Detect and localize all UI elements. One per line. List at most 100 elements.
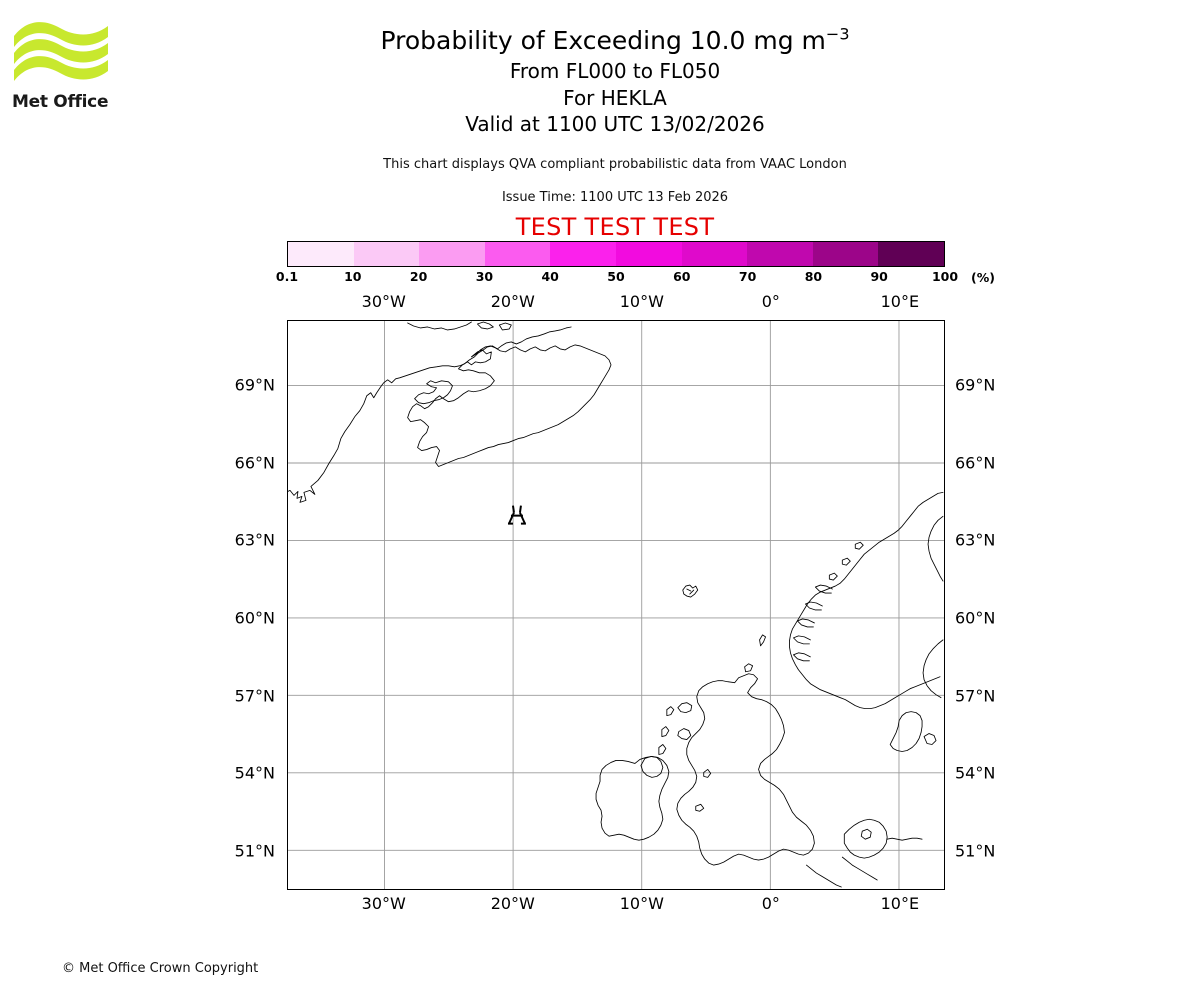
coastline-hebrides-c (658, 744, 667, 755)
colorbar-band-40-50 (550, 242, 616, 266)
map-canvas (288, 321, 944, 889)
coastline-scotland-west (677, 702, 693, 714)
coastline-north-france (805, 864, 842, 888)
coastline-layer (288, 321, 944, 888)
copyright-text: © Met Office Crown Copyright (62, 961, 259, 976)
met-office-wave-mark (14, 22, 108, 81)
coastline-iceland (407, 344, 612, 467)
coastline-belgium-coast (841, 856, 878, 881)
coastline-norway-fjord-b (804, 601, 823, 611)
lat-tick-right-63°N: 63°N (955, 530, 996, 550)
lat-tick-right-69°N: 69°N (955, 375, 996, 395)
coastline-norway-island-c (854, 541, 864, 550)
lat-tick-right-51°N: 51°N (955, 841, 996, 861)
coastline-north-sea-germany (886, 837, 923, 841)
lon-tick-top-10°W: 10°W (619, 292, 664, 311)
coastline-isle-of-man (703, 768, 712, 778)
lat-tick-right-57°N: 57°N (955, 686, 996, 706)
coastline-norway-fjord-a (814, 584, 833, 594)
colorbar-band-80-90 (812, 242, 879, 266)
colorbar-tick-80: 80 (804, 269, 823, 284)
issue-time: Issue Time: 1100 UTC 13 Feb 2026 (501, 190, 729, 205)
lon-tick-bottom-10°E: 10°E (880, 894, 920, 913)
coastline-great-britain (676, 673, 815, 866)
colorbar-band-20-30 (419, 242, 485, 266)
title-main-text: Probability of Exceeding 10.0 mg m (380, 26, 826, 55)
coastline-norway-fjord-d (793, 635, 811, 645)
colorbar-tick-70: 70 (738, 269, 757, 284)
coastline-iceland-nw-fjords (414, 380, 453, 405)
colorbar-band-60-70 (681, 242, 748, 266)
coastline-ireland (595, 756, 670, 841)
title-flight-levels: From FL000 to FL050 (509, 59, 721, 83)
coastline-greenland (288, 326, 572, 503)
title-valid-time: Valid at 1100 UTC 13/02/2026 (465, 112, 765, 136)
coastline-norway-fjord-c (797, 618, 815, 628)
coastline-netherlands-inland-sea (860, 828, 872, 840)
page-title: Probability of Exceeding 10.0 mg m−3 (285, 24, 945, 58)
lat-tick-left-54°N: 54°N (234, 763, 275, 783)
coastline-norway-fjord-e (793, 652, 811, 662)
lon-tick-bottom-30°W: 30°W (361, 894, 406, 913)
lat-tick-right-54°N: 54°N (955, 763, 996, 783)
colorbar-tick-60: 60 (673, 269, 691, 284)
colorbar-gradient (287, 241, 945, 267)
coastline-faroe-islands (682, 584, 699, 598)
lon-tick-bottom-20°W: 20°W (490, 894, 535, 913)
coastline-skye (677, 728, 692, 740)
colorbar-tick-100: 100 (931, 269, 959, 284)
coastline-hebrides-b (661, 726, 670, 737)
coastline-norway (789, 491, 944, 710)
colorbar-tick-90: 90 (870, 269, 888, 284)
colorbar-band-10-20 (353, 242, 420, 266)
met-office-wordmark: Met Office (12, 92, 109, 112)
colorbar-tick-labels: 0.1 10 20 30 40 50 60 70 80 90 100 (276, 269, 958, 287)
met-office-logo: Met Office (12, 16, 112, 112)
lat-tick-right-60°N: 60°N (955, 608, 996, 628)
coastline-hebrides-a (666, 706, 675, 717)
coastline-anglesey (695, 803, 705, 812)
colorbar-tick-20: 20 (409, 269, 428, 284)
map-plot-area[interactable] (287, 320, 945, 890)
lat-tick-left-51°N: 51°N (234, 841, 275, 861)
lon-tick-top-20°W: 20°W (490, 292, 535, 311)
lat-tick-right-66°N: 66°N (955, 453, 996, 472)
lon-tick-top-30°W: 30°W (361, 292, 406, 311)
coastline-denmark-islands (923, 733, 937, 745)
volcano-marker-hekla (507, 505, 526, 525)
test-banner: TEST TEST TEST (515, 213, 715, 241)
lon-tick-top-0°: 0° (761, 292, 780, 311)
colorbar-tick-0.1: 0.1 (275, 269, 299, 284)
coastline-sweden-south (922, 639, 944, 699)
map-gridlines (288, 321, 944, 889)
coastline-sweden (927, 515, 944, 582)
coastline-denmark (889, 711, 923, 752)
lat-tick-left-69°N: 69°N (234, 375, 275, 395)
chart-title-block: Probability of Exceeding 10.0 mg m−3 Fro… (285, 24, 945, 138)
lon-tick-bottom-0°: 0° (761, 894, 780, 913)
volcano-marker-layer (507, 505, 526, 525)
colorbar-tick-40: 40 (541, 269, 559, 284)
coastline-norway-island-a (828, 572, 838, 581)
title-volcano: For HEKLA (563, 85, 667, 110)
coastline-netherlands (843, 818, 888, 859)
colorbar-band-70-80 (747, 242, 813, 266)
coastline-shetland (759, 634, 766, 647)
coastline-greenland-island-b (498, 322, 512, 331)
lat-tick-left-60°N: 60°N (234, 608, 275, 628)
colorbar-band-0.1-10 (288, 242, 354, 266)
title-exponent: −3 (825, 24, 850, 44)
coastline-orkney (744, 663, 754, 673)
colorbar-unit-label: (%) (971, 270, 995, 285)
coastline-faroe-detail (686, 588, 695, 595)
lat-tick-left-66°N: 66°N (234, 453, 275, 472)
qva-note: This chart displays QVA compliant probab… (383, 157, 847, 172)
colorbar-band-50-60 (615, 242, 682, 266)
coastline-northern-ireland (640, 756, 664, 778)
lon-tick-top-10°E: 10°E (880, 292, 920, 311)
colorbar-tick-50: 50 (607, 269, 625, 284)
colorbar-tick-10: 10 (344, 269, 362, 284)
lat-tick-left-63°N: 63°N (234, 530, 275, 550)
lon-tick-bottom-10°W: 10°W (619, 894, 664, 913)
colorbar-tick-30: 30 (475, 269, 494, 284)
